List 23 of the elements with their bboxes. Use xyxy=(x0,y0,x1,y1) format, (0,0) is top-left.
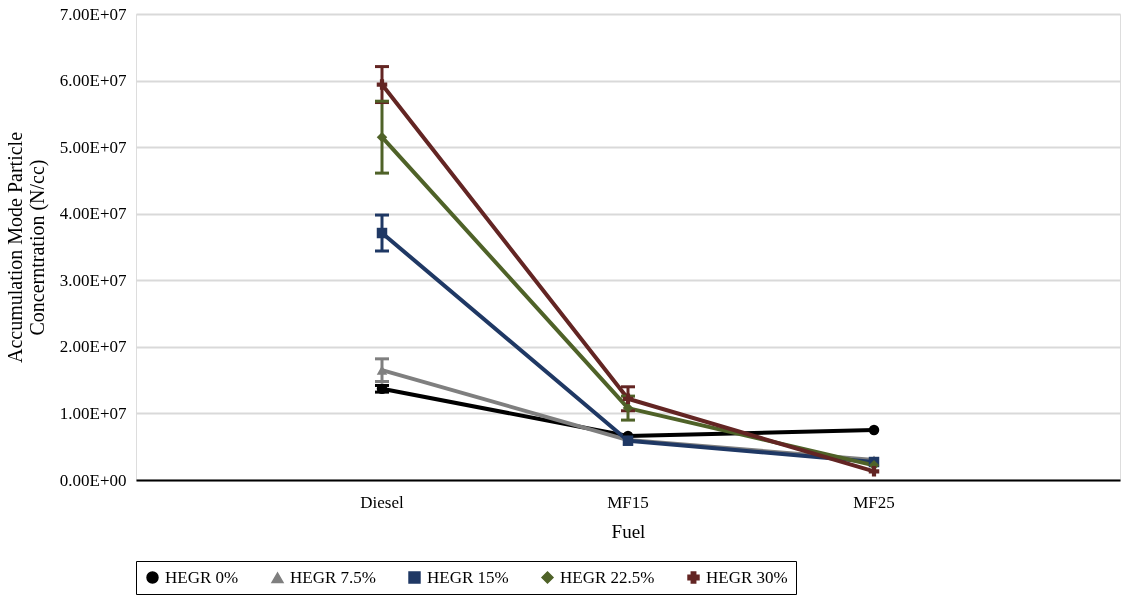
legend-label: HEGR 30% xyxy=(706,567,788,587)
y-axis-title: Accumulation Mode Particle Concerntration (N/cc) xyxy=(3,131,49,364)
x-axis-title: Fuel xyxy=(611,520,646,542)
legend-label: HEGR 15% xyxy=(427,567,509,587)
point xyxy=(868,466,880,477)
y-tick-label: 7.00E+07 xyxy=(59,4,127,24)
legend-label: HEGR 22.5% xyxy=(560,567,655,587)
point xyxy=(868,424,880,436)
y-tick-label: 6.00E+07 xyxy=(59,71,127,91)
y-tick-label: 5.00E+07 xyxy=(59,137,127,157)
x-tick-label: MF15 xyxy=(607,492,649,512)
point xyxy=(376,79,388,90)
point xyxy=(376,227,388,239)
y-tick-label: 1.00E+07 xyxy=(59,403,127,423)
y-tick-label: 0.00E+00 xyxy=(59,470,127,490)
y-tick-label: 4.00E+07 xyxy=(59,204,127,224)
x-tick-label: MF25 xyxy=(853,492,895,512)
y-tick-label: 3.00E+07 xyxy=(59,270,127,290)
y-tick-label: 2.00E+07 xyxy=(59,337,127,357)
legend-label: HEGR 7.5% xyxy=(290,567,376,587)
x-tick-label: Diesel xyxy=(360,492,404,512)
legend-label: HEGR 0% xyxy=(165,567,239,587)
point xyxy=(622,393,634,405)
